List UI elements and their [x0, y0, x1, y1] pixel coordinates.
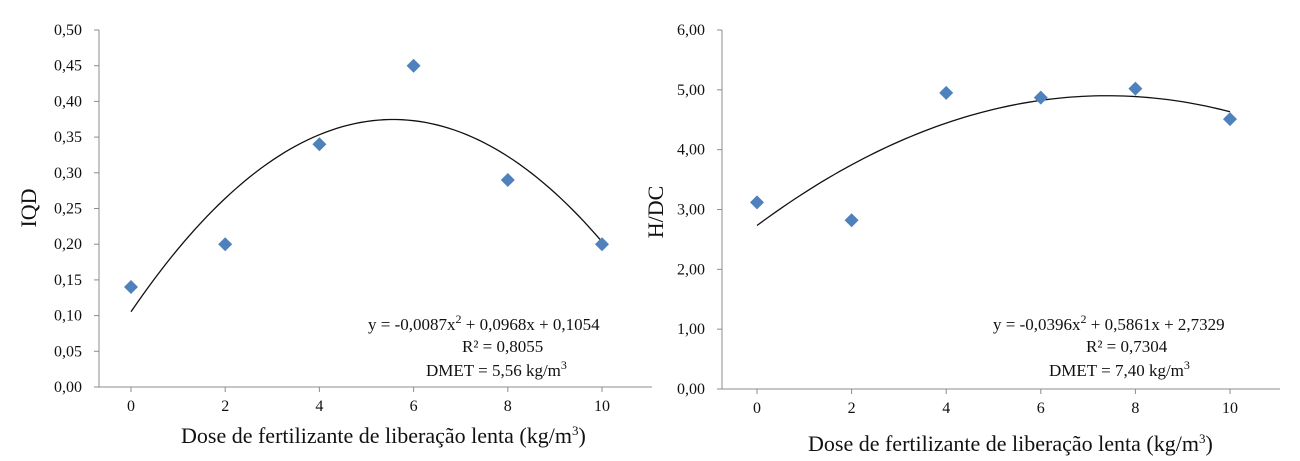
x-axis-title-superscript: 3 — [1199, 431, 1206, 446]
r-squared-label: R² = 0,8055 — [462, 337, 543, 356]
regression-annotation: y = -0,0396x2 + 0,5861x + 2,7329 R² = 0,… — [993, 312, 1225, 380]
x-tick-label: 2 — [221, 398, 229, 415]
data-points — [750, 81, 1237, 228]
x-axis-title-superscript: 3 — [572, 423, 579, 438]
regression-equation: y = -0,0087x2 + 0,0968x + 0,1054 — [368, 312, 600, 334]
data-point — [1223, 112, 1237, 127]
x-tick-label: 4 — [315, 398, 323, 415]
x-tick-group: 0 2 4 6 8 10 — [127, 387, 610, 415]
x-tick-label: 2 — [848, 400, 856, 417]
data-point — [124, 280, 138, 295]
data-point — [595, 237, 609, 252]
y-axis-title: H/DC — [643, 186, 668, 239]
y-tick-label: 0,10 — [54, 308, 82, 325]
equation-part-1: y = -0,0396x — [993, 315, 1081, 334]
data-point — [218, 237, 233, 252]
equation-superscript: 2 — [456, 312, 462, 326]
regression-equation: y = -0,0396x2 + 0,5861x + 2,7329 — [993, 312, 1225, 334]
x-axis-title-close: ) — [578, 423, 585, 448]
x-axis-title-main: Dose de fertilizante de liberação lenta … — [808, 431, 1199, 456]
equation-part-2: + 0,5861x + 2,7329 — [1087, 315, 1225, 334]
y-tick-label: 0,25 — [54, 201, 82, 218]
data-point — [1128, 81, 1143, 96]
x-tick-label: 6 — [1037, 400, 1045, 417]
x-tick-label: 0 — [753, 400, 761, 417]
data-point — [406, 58, 421, 73]
r-squared-label: R² = 0,7304 — [1086, 337, 1168, 356]
x-axis-title: Dose de fertilizante de liberação lenta … — [808, 431, 1213, 456]
y-tick-label: 6,00 — [677, 22, 705, 39]
x-tick-label: 10 — [1222, 400, 1238, 417]
equation-superscript: 2 — [1081, 312, 1087, 326]
dmet-label: DMET = 5,56 kg/m3 — [426, 358, 567, 380]
data-point — [312, 137, 327, 152]
x-axis-title-close: ) — [1205, 431, 1212, 456]
regression-annotation: y = -0,0087x2 + 0,0968x + 0,1054 R² = 0,… — [368, 312, 600, 380]
y-tick-label: 1,00 — [677, 321, 705, 338]
x-tick-label: 0 — [127, 398, 135, 415]
x-tick-group: 0 2 4 6 8 10 — [753, 389, 1238, 417]
trendline-curve — [756, 95, 1231, 227]
y-tick-label: 0,40 — [54, 93, 82, 110]
x-tick-label: 8 — [1131, 400, 1139, 417]
equation-part-1: y = -0,0087x — [368, 315, 456, 334]
y-axis-title: IQD — [16, 188, 41, 227]
data-point — [750, 195, 764, 210]
x-axis-title-main: Dose de fertilizante de liberação lenta … — [181, 423, 572, 448]
dmet-superscript: 3 — [1184, 358, 1190, 372]
dmet-superscript: 3 — [561, 358, 567, 372]
x-tick-label: 10 — [594, 398, 610, 415]
y-tick-label: 0,00 — [677, 381, 705, 398]
y-tick-label: 0,15 — [54, 272, 82, 289]
data-point — [500, 172, 515, 187]
data-point — [1033, 90, 1048, 105]
y-tick-group: 0,00 0,05 0,10 0,15 0,20 0,25 0,30 0,35 0,40 0,45… — [54, 22, 99, 396]
data-point — [939, 85, 954, 100]
x-tick-label: 4 — [942, 400, 950, 417]
y-tick-label: 5,00 — [677, 82, 705, 99]
data-point — [844, 213, 859, 228]
trendline-curve — [130, 118, 603, 313]
y-tick-label: 0,30 — [54, 165, 82, 182]
chart-hdc: 0,00 1,00 2,00 3,00 4,00 5,00 6,00 0 2 4 6 8 10 H/D… — [643, 22, 1280, 456]
y-tick-label: 4,00 — [677, 142, 705, 159]
x-tick-label: 6 — [410, 398, 418, 415]
y-tick-group: 0,00 1,00 2,00 3,00 4,00 5,00 6,00 — [677, 22, 722, 398]
dmet-text: DMET = 7,40 kg/m — [1049, 361, 1184, 380]
y-tick-label: 0,35 — [54, 129, 82, 146]
y-tick-label: 0,50 — [54, 22, 82, 39]
dmet-text: DMET = 5,56 kg/m — [426, 361, 561, 380]
y-tick-label: 0,00 — [54, 379, 82, 396]
x-axis-title: Dose de fertilizante de liberação lenta … — [181, 423, 586, 448]
x-tick-label: 8 — [504, 398, 512, 415]
dmet-label: DMET = 7,40 kg/m3 — [1049, 358, 1190, 380]
y-tick-label: 2,00 — [677, 261, 705, 278]
equation-part-2: + 0,0968x + 0,1054 — [462, 315, 601, 334]
data-points — [124, 58, 609, 295]
y-tick-label: 0,45 — [54, 58, 82, 75]
y-tick-label: 0,20 — [54, 236, 82, 253]
chart-iqd: 0,00 0,05 0,10 0,15 0,20 0,25 0,30 0,35 0,40 0,45… — [16, 22, 652, 448]
y-tick-label: 3,00 — [677, 202, 705, 219]
y-tick-label: 0,05 — [54, 343, 82, 360]
